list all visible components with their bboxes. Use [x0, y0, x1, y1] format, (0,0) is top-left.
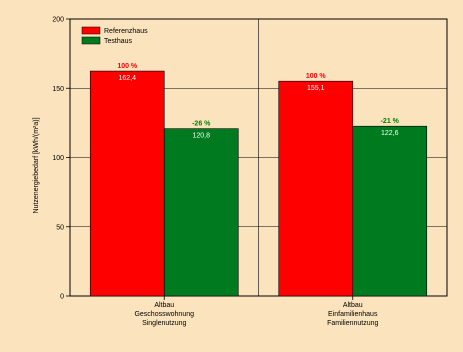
bar-testhaus [352, 125, 428, 297]
percent-label: 100 % [306, 73, 327, 80]
legend-swatch [81, 26, 101, 35]
bar-referenzhaus [278, 80, 354, 297]
y-tick-label: 0 [60, 294, 64, 301]
data-label: 120,8 [192, 133, 210, 140]
y-tick-label: 100 [52, 155, 64, 162]
data-label: 162,4 [118, 75, 136, 82]
category-label: Familiennutzung [327, 320, 378, 327]
bar-referenzhaus [89, 70, 165, 297]
axes: 0 50 100 150 200 Altbau Geschosswohnung Singlen… [52, 17, 378, 328]
percent-label: -21 % [381, 118, 400, 125]
legend-swatch [81, 36, 101, 45]
legend: Referenzhaus Testhaus [81, 26, 148, 45]
category-label: Einfamilienhaus [328, 311, 378, 318]
bar-testhaus [163, 128, 239, 297]
percent-label: -26 % [192, 121, 211, 128]
y-tick-label: 150 [52, 86, 64, 93]
data-label: 122,6 [381, 130, 399, 137]
category-label: Singlenutzung [142, 320, 186, 327]
data-label: 155,1 [307, 85, 325, 92]
y-axis-label: Nutzenergiebedarf [kWh/(m²a)] [33, 117, 40, 213]
y-tick-label: 200 [52, 17, 64, 24]
bars: 100 % 162,4 -26 % 120,8 100 % 155,1 -21 % 122,6 [89, 63, 428, 297]
y-tick-label: 50 [56, 224, 64, 231]
category-label: Geschosswohnung [134, 311, 194, 318]
legend-label: Testhaus [104, 38, 133, 45]
percent-label: 100 % [117, 63, 138, 70]
legend-label: Referenzhaus [104, 28, 148, 35]
category-label: Altbau [343, 302, 363, 309]
category-label: Altbau [154, 302, 174, 309]
